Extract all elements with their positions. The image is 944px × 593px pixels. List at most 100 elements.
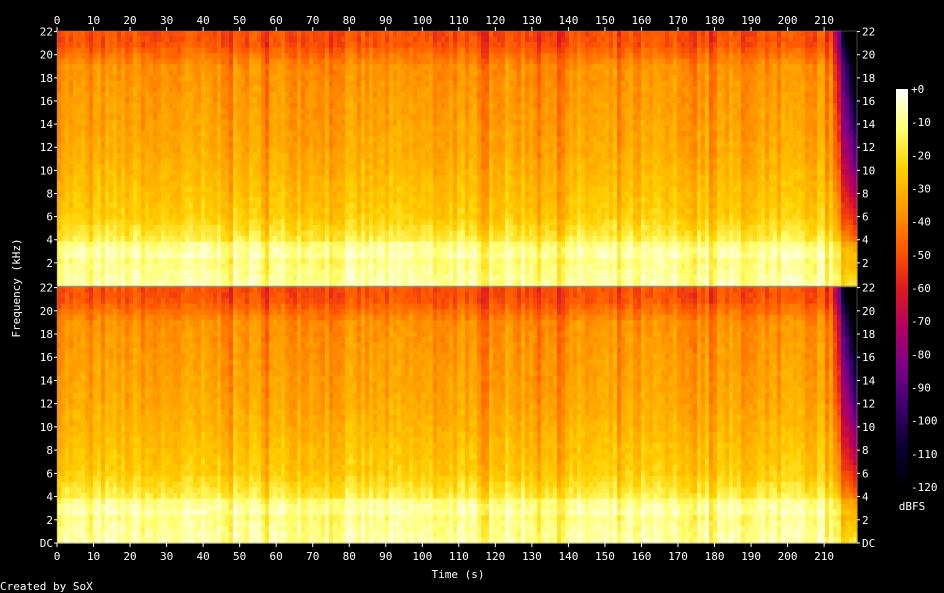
spectrogram-cell [273, 114, 278, 121]
spectrogram-cell [161, 236, 166, 243]
spectrogram-cell [441, 280, 446, 287]
spectrogram-cell [197, 269, 202, 276]
spectrogram-cell [121, 130, 126, 137]
spectrogram-cell [269, 31, 274, 38]
spectrogram-cell [341, 36, 346, 43]
spectrogram-cell [77, 125, 82, 132]
spectrogram-cell [105, 186, 110, 193]
spectrogram-cell [237, 108, 242, 115]
spectrogram-cell [161, 280, 166, 287]
spectrogram-cell [449, 180, 454, 187]
spectrogram-cell [145, 97, 150, 104]
spectrogram-cell [265, 164, 270, 171]
spectrogram-cell [185, 47, 190, 54]
spectrogram-cell [417, 36, 422, 43]
spectrogram-cell [169, 152, 174, 160]
spectrogram-cell [477, 252, 482, 259]
spectrogram-cell [349, 225, 354, 232]
spectrogram-cell [213, 36, 218, 43]
spectrogram-cell [97, 125, 102, 132]
spectrogram-cell [353, 47, 358, 54]
spectrogram-cell [477, 47, 482, 54]
spectrogram-cell [433, 31, 438, 38]
spectrogram-cell [125, 219, 130, 226]
spectrogram-cell [177, 97, 182, 104]
spectrogram-cell [389, 114, 394, 121]
spectrogram-cell [485, 191, 490, 198]
spectrogram-cell [257, 108, 262, 115]
spectrogram-cell [365, 202, 370, 209]
spectrogram-cell [157, 225, 162, 232]
spectrogram-cell [325, 175, 330, 182]
spectrogram-cell [229, 103, 234, 110]
spectrogram-cell [281, 258, 286, 265]
spectrogram-cell [121, 191, 126, 198]
spectrogram-cell [265, 147, 270, 154]
spectrogram-cell [341, 225, 346, 232]
spectrogram-cell [421, 252, 426, 259]
spectrogram-cell [173, 64, 178, 71]
spectrogram-cell [145, 202, 150, 209]
spectrogram-cell [281, 31, 286, 38]
spectrogram-cell [333, 108, 338, 115]
spectrogram-cell [345, 42, 350, 49]
spectrogram-cell [277, 280, 282, 287]
spectrogram-cell [241, 80, 246, 88]
spectrogram-cell [241, 252, 246, 259]
spectrogram-cell [389, 158, 394, 165]
spectrogram-cell [425, 169, 430, 176]
spectrogram-cell [137, 42, 142, 49]
spectrogram-cell [209, 141, 214, 149]
spectrogram-cell [337, 119, 342, 126]
spectrogram-cell [369, 263, 374, 270]
spectrogram-cell [161, 75, 166, 82]
spectrogram-cell [113, 114, 118, 121]
spectrogram-cell [269, 130, 274, 137]
spectrogram-cell [457, 263, 462, 270]
spectrogram-cell [405, 69, 410, 76]
spectrogram-cell [473, 86, 478, 93]
spectrogram-cell [393, 141, 398, 149]
spectrogram-cell [89, 141, 94, 149]
spectrogram-cell [97, 230, 102, 237]
spectrogram-cell [229, 158, 234, 165]
spectrogram-cell [65, 236, 70, 243]
spectrogram-cell [241, 180, 246, 187]
spectrogram-cell [145, 141, 150, 149]
spectrogram-cell [237, 258, 242, 265]
spectrogram-cell [261, 213, 266, 221]
spectrogram-cell [101, 80, 106, 88]
spectrogram-cell [81, 125, 86, 132]
spectrogram-cell [273, 186, 278, 193]
spectrogram-cell [249, 64, 254, 71]
spectrogram-cell [277, 64, 282, 71]
spectrogram-cell [85, 241, 90, 248]
spectrogram-cell [149, 191, 154, 198]
spectrogram-cell [221, 263, 226, 270]
spectrogram-cell [85, 47, 90, 54]
spectrogram-cell [65, 186, 70, 193]
spectrogram-cell [225, 269, 230, 276]
spectrogram-cell [65, 64, 70, 71]
spectrogram-cell [365, 191, 370, 198]
spectrogram-cell [269, 225, 274, 232]
spectrogram-cell [393, 208, 398, 215]
spectrogram-cell [297, 197, 302, 204]
spectrogram-cell [397, 191, 402, 198]
spectrogram-cell [289, 158, 294, 165]
spectrogram-cell [189, 114, 194, 121]
spectrogram-cell [453, 219, 458, 226]
spectrogram-cell [209, 186, 214, 193]
spectrogram-cell [445, 169, 450, 176]
spectrogram-cell [137, 263, 142, 270]
spectrogram-cell [209, 86, 214, 93]
spectrogram-cell [305, 208, 310, 215]
spectrogram-cell [385, 269, 390, 276]
spectrogram-cell [285, 69, 290, 76]
spectrogram-cell [273, 97, 278, 104]
spectrogram-cell [81, 58, 86, 65]
spectrogram-cell [485, 64, 490, 71]
spectrogram-cell [225, 175, 230, 182]
spectrogram-cell [429, 252, 434, 259]
spectrogram-cell [137, 236, 142, 243]
